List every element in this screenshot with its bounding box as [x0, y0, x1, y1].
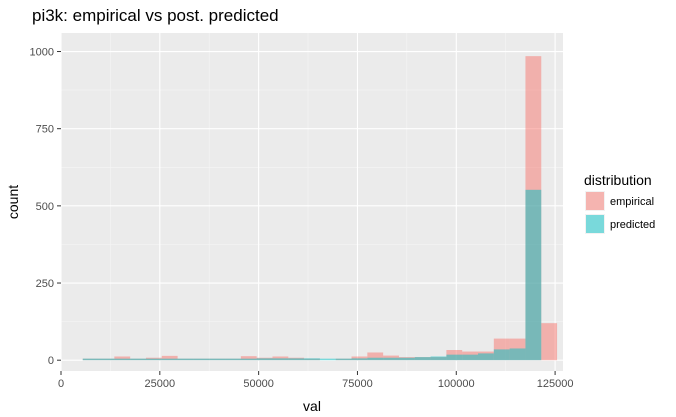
bar-predicted [98, 358, 115, 361]
bar-predicted [114, 358, 131, 361]
bar-predicted [272, 358, 289, 361]
y-tick-label: 250 [36, 278, 54, 290]
major-gridlines [60, 33, 563, 371]
bar-predicted [193, 358, 210, 361]
bar-predicted [225, 358, 241, 361]
bar-predicted [240, 358, 257, 361]
y-tick-label: 500 [36, 201, 54, 213]
bar-empirical [161, 355, 178, 361]
y-tick-label: 0 [48, 355, 54, 367]
x-axis-ticks: 0 25000 50000 75000 100000 125000 [58, 371, 574, 390]
bar-predicted [367, 357, 384, 361]
bar-predicted [256, 358, 273, 361]
bar-predicted [351, 358, 368, 361]
chart-title: pi3k: empirical vs post. predicted [32, 6, 279, 25]
bar-predicted [130, 358, 146, 361]
bar-predicted [383, 357, 399, 361]
x-axis-title: val [303, 398, 321, 414]
legend-items: empirical predicted [585, 191, 655, 234]
x-tick-label: 75000 [342, 378, 373, 390]
bar-predicted [209, 358, 226, 361]
legend-swatch-predicted [586, 215, 604, 233]
bar-predicted [478, 353, 494, 361]
bar-empirical [367, 352, 384, 361]
y-tick-label: 1000 [30, 47, 54, 59]
bar-predicted [446, 354, 463, 361]
y-axis-title: count [5, 185, 21, 219]
bar-predicted [462, 354, 479, 361]
x-tick-label: 25000 [145, 378, 176, 390]
bar-empirical [541, 323, 558, 361]
bar-empirical [114, 356, 131, 361]
y-tick-label: 750 [36, 124, 54, 136]
legend-label-empirical: empirical [610, 196, 654, 208]
x-tick-label: 0 [58, 378, 64, 390]
bar-predicted [304, 358, 320, 361]
legend-swatch-empirical [586, 192, 604, 210]
bar-predicted [161, 358, 178, 361]
bar-predicted [493, 349, 510, 361]
bar-predicted [319, 358, 336, 361]
legend-title: distribution [584, 172, 652, 188]
bar-predicted [509, 348, 526, 361]
x-tick-label: 125000 [537, 378, 574, 390]
y-axis-ticks: 0 250 500 750 1000 [30, 47, 61, 367]
bar-predicted [335, 358, 352, 361]
bar-predicted [288, 358, 305, 361]
bar-predicted [525, 189, 542, 361]
bar-predicted [430, 356, 447, 361]
legend-label-predicted: predicted [610, 219, 655, 231]
bar-empirical [240, 356, 257, 361]
minor-gridlines [61, 33, 563, 371]
x-tick-label: 50000 [243, 378, 274, 390]
legend: distribution empirical predicted [584, 172, 655, 234]
bar-predicted [82, 358, 99, 361]
histogram-bars [82, 56, 558, 361]
x-tick-label: 100000 [438, 378, 475, 390]
bar-predicted [398, 357, 415, 361]
plot-panel [61, 33, 563, 371]
bar-predicted [414, 357, 431, 361]
bar-predicted [145, 358, 162, 361]
bar-predicted [177, 358, 194, 361]
